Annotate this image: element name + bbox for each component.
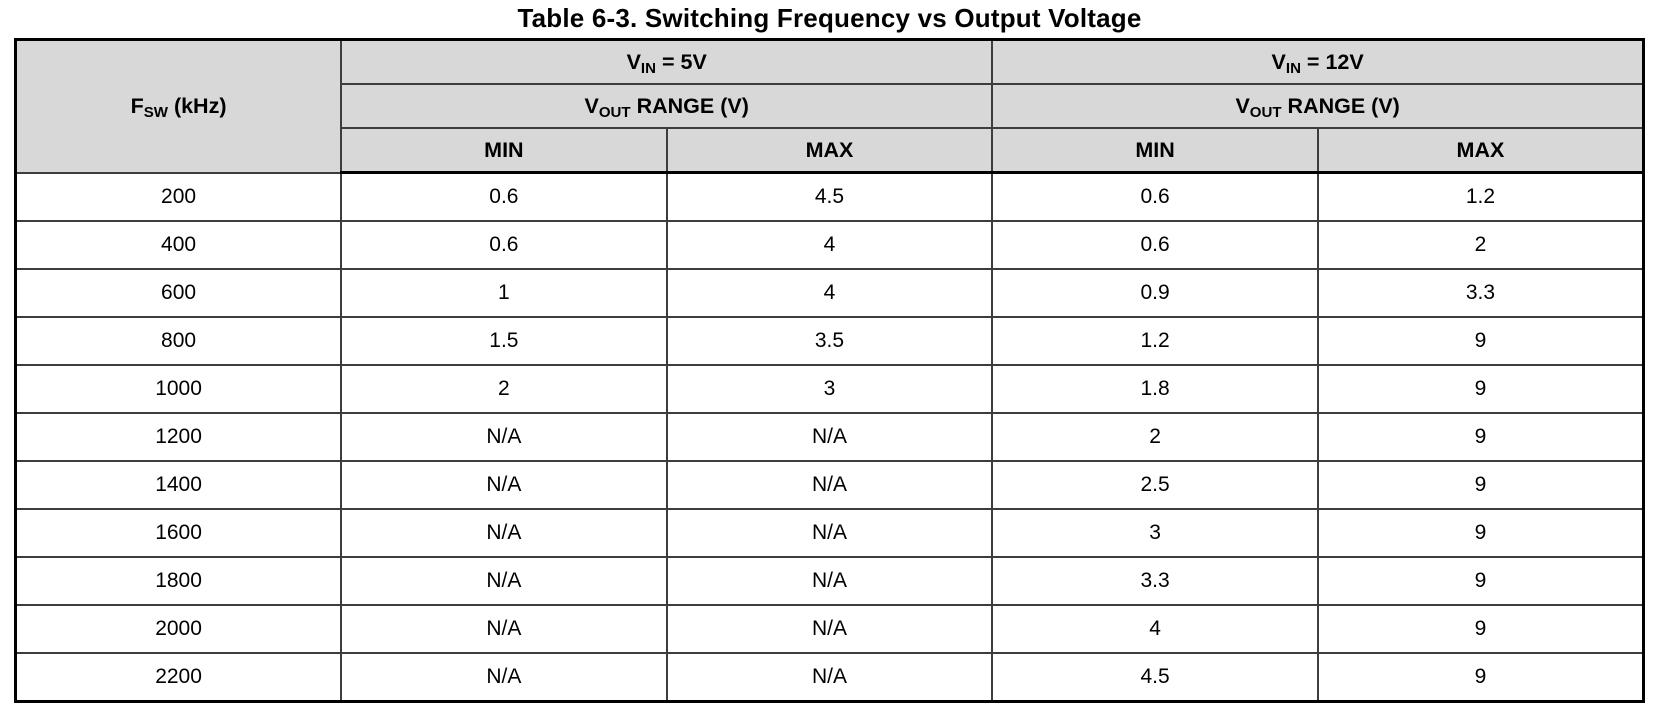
cell-min12: 1.2 (991, 316, 1319, 366)
cell-max5: N/A (665, 508, 994, 558)
cell-min12: 4 (991, 604, 1319, 654)
cell-max12: 1.2 (1316, 171, 1645, 222)
header-vin-5v-symbol: V (626, 49, 641, 74)
header-vout-range-12v-label: RANGE (V) (1281, 93, 1400, 118)
header-fsw-symbol: F (130, 93, 144, 118)
cell-min12: 2 (991, 412, 1319, 462)
header-vout-range-5v: VOUT RANGE (V) (340, 83, 994, 129)
cell-max12: 9 (1316, 604, 1645, 654)
cell-min5: N/A (340, 556, 668, 606)
cell-max5: N/A (665, 412, 994, 462)
cell-min12: 3 (991, 508, 1319, 558)
header-fsw-unit: (kHz) (167, 93, 227, 118)
header-max-5v: MAX (665, 127, 994, 174)
header-vin-5v: VIN = 5V (340, 38, 994, 85)
cell-max5: 3.5 (665, 316, 994, 366)
table-header: FSW (kHz) VIN = 5V VIN = 12V VOUT RANGE … (14, 38, 1645, 174)
header-vin-5v-value: = 5V (655, 49, 707, 74)
cell-min5: 2 (340, 364, 668, 414)
header-vin-12v-value: = 12V (1300, 49, 1364, 74)
cell-max12: 9 (1316, 316, 1645, 366)
cell-max12: 9 (1316, 460, 1645, 510)
table-title: Table 6-3. Switching Frequency vs Output… (517, 3, 1142, 33)
header-fsw-subscript: SW (143, 103, 168, 121)
cell-min5: 1 (340, 268, 668, 318)
table-row: 600 1 4 0.9 3.3 (14, 268, 1645, 318)
header-row-vout-range: VOUT RANGE (V) VOUT RANGE (V) (16, 83, 1645, 129)
cell-fsw: 1400 (14, 460, 343, 510)
header-row-minmax: MIN MAX MIN MAX (16, 127, 1645, 174)
cell-min12: 2.5 (991, 460, 1319, 510)
cell-max5: N/A (665, 652, 994, 703)
cell-min12: 3.3 (991, 556, 1319, 606)
cell-max5: N/A (665, 460, 994, 510)
table-row: 1200 N/A N/A 2 9 (14, 412, 1645, 462)
cell-min12: 1.8 (991, 364, 1319, 414)
cell-min5: N/A (340, 460, 668, 510)
cell-max12: 9 (1316, 556, 1645, 606)
cell-min5: N/A (340, 604, 668, 654)
cell-max12: 9 (1316, 652, 1645, 703)
cell-fsw: 2000 (14, 604, 343, 654)
cell-min12: 0.6 (991, 220, 1319, 270)
table-body: 200 0.6 4.5 0.6 1.2 400 0.6 4 0.6 2 600 1 4 0.9 3.3 800… (14, 171, 1645, 703)
cell-fsw: 200 (14, 171, 343, 222)
header-row-vin: FSW (kHz) VIN = 5V VIN = 12V (14, 38, 1645, 174)
cell-max12: 3.3 (1316, 268, 1645, 318)
cell-max12: 9 (1316, 508, 1645, 558)
header-vout-range-12v-subscript: OUT (1249, 103, 1282, 121)
cell-fsw: 2200 (14, 652, 343, 703)
cell-max5: 3 (665, 364, 994, 414)
table-row: 2200 N/A N/A 4.5 9 (14, 652, 1645, 703)
cell-min5: 0.6 (340, 171, 668, 222)
cell-max5: 4.5 (665, 171, 994, 222)
cell-min5: 0.6 (340, 220, 668, 270)
cell-max5: 4 (665, 268, 994, 318)
header-fsw: FSW (kHz) (14, 38, 343, 174)
table-row: 1000 2 3 1.8 9 (14, 364, 1645, 414)
cell-min5: N/A (340, 652, 668, 703)
cell-fsw: 1800 (14, 556, 343, 606)
header-max-12v: MAX (1316, 127, 1645, 174)
cell-fsw: 800 (14, 316, 343, 366)
header-vout-range-12v: VOUT RANGE (V) (991, 83, 1645, 129)
header-vout-range-5v-subscript: OUT (598, 103, 631, 121)
table-row: 1800 N/A N/A 3.3 9 (14, 556, 1645, 606)
cell-max12: 2 (1316, 220, 1645, 270)
header-vin-5v-subscript: IN (640, 59, 656, 77)
table-row: 800 1.5 3.5 1.2 9 (14, 316, 1645, 366)
table-row: 2000 N/A N/A 4 9 (14, 604, 1645, 654)
cell-min5: N/A (340, 412, 668, 462)
cell-min5: 1.5 (340, 316, 668, 366)
cell-min12: 4.5 (991, 652, 1319, 703)
cell-fsw: 600 (14, 268, 343, 318)
header-min-5v: MIN (340, 127, 668, 174)
header-vin-12v-subscript: IN (1285, 59, 1301, 77)
table-row: 200 0.6 4.5 0.6 1.2 (14, 171, 1645, 222)
cell-max12: 9 (1316, 412, 1645, 462)
cell-fsw: 400 (14, 220, 343, 270)
switching-frequency-table: FSW (kHz) VIN = 5V VIN = 12V VOUT RANGE … (14, 38, 1645, 703)
header-min-12v: MIN (991, 127, 1319, 174)
cell-max5: N/A (665, 556, 994, 606)
cell-max5: N/A (665, 604, 994, 654)
header-vin-12v: VIN = 12V (991, 38, 1645, 85)
table-row: 400 0.6 4 0.6 2 (14, 220, 1645, 270)
cell-fsw: 1600 (14, 508, 343, 558)
header-vout-range-5v-label: RANGE (V) (630, 93, 749, 118)
header-vout-range-12v-symbol: V (1235, 93, 1250, 118)
header-vout-range-5v-symbol: V (584, 93, 599, 118)
cell-min12: 0.9 (991, 268, 1319, 318)
table-row: 1400 N/A N/A 2.5 9 (14, 460, 1645, 510)
cell-max12: 9 (1316, 364, 1645, 414)
cell-min5: N/A (340, 508, 668, 558)
table-row: 1600 N/A N/A 3 9 (14, 508, 1645, 558)
cell-fsw: 1000 (14, 364, 343, 414)
cell-fsw: 1200 (14, 412, 343, 462)
header-vin-12v-symbol: V (1271, 49, 1286, 74)
cell-max5: 4 (665, 220, 994, 270)
cell-min12: 0.6 (991, 171, 1319, 222)
